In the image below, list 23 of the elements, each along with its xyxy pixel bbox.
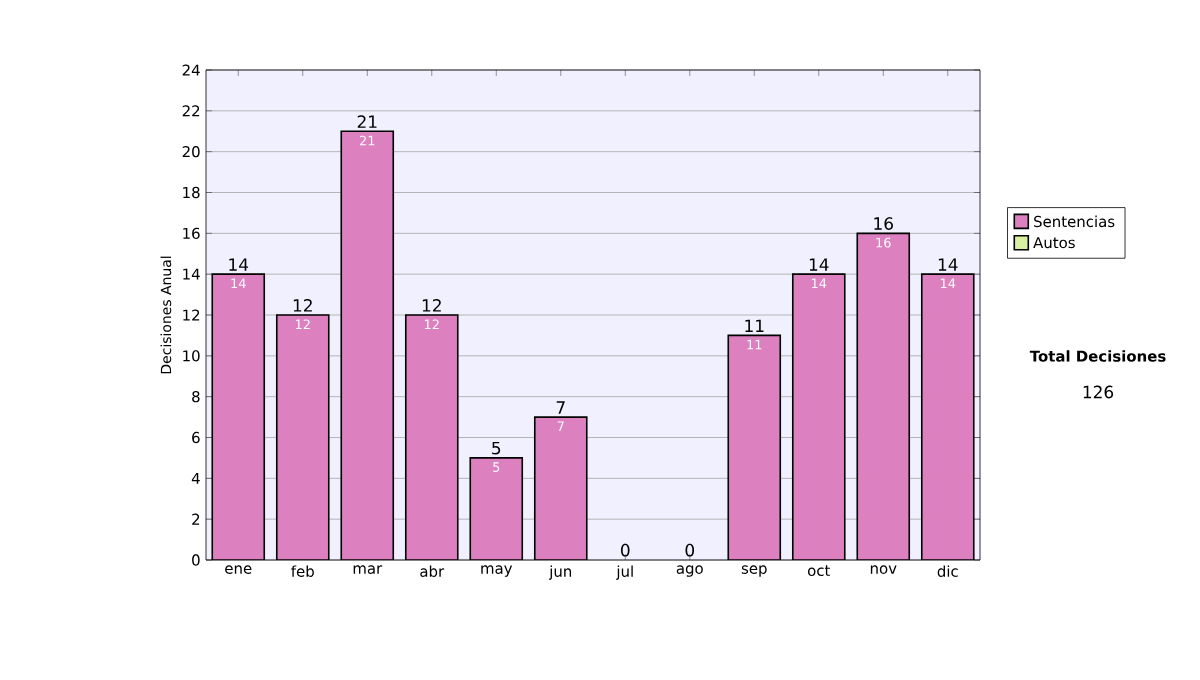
bar [212,274,265,560]
bar [791,273,846,560]
total-label: 21 [357,115,377,128]
total-label: 14 [809,258,829,271]
total-label: 16 [874,217,893,230]
text: 126 [1083,385,1114,399]
bar [470,457,523,560]
bar [341,131,394,560]
total-label: 12 [422,299,441,312]
total-label: 0 [685,543,695,557]
bar [856,232,911,560]
total-label: 14 [229,258,249,271]
bar [534,417,587,560]
bar [276,315,329,560]
total-label: 14 [938,258,958,271]
bar [920,273,975,560]
bar [405,315,458,560]
total-label: 12 [293,299,312,312]
total-label: 11 [745,319,764,333]
bar [727,334,782,560]
total-label: 7 [556,401,565,414]
total-label: 5 [492,441,501,455]
total-label: 0 [621,543,630,557]
